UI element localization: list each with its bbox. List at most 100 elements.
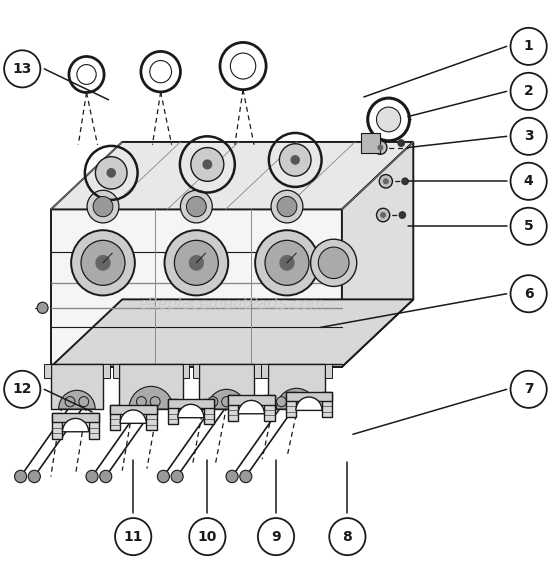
Wedge shape: [208, 389, 246, 409]
Polygon shape: [119, 364, 183, 409]
Polygon shape: [285, 392, 296, 417]
Circle shape: [511, 28, 547, 65]
Text: 2: 2: [524, 84, 534, 98]
Circle shape: [150, 60, 172, 83]
Circle shape: [4, 50, 40, 88]
Circle shape: [28, 470, 40, 483]
Wedge shape: [277, 388, 317, 409]
Polygon shape: [167, 399, 178, 424]
Polygon shape: [228, 396, 238, 420]
Wedge shape: [178, 405, 204, 418]
Circle shape: [277, 197, 297, 217]
Polygon shape: [52, 413, 99, 423]
Circle shape: [399, 211, 406, 219]
Polygon shape: [110, 405, 157, 414]
Circle shape: [181, 190, 213, 223]
Circle shape: [511, 208, 547, 245]
Circle shape: [374, 141, 387, 154]
Circle shape: [189, 255, 204, 271]
Circle shape: [279, 255, 295, 271]
Circle shape: [100, 470, 112, 483]
Circle shape: [511, 275, 547, 312]
Circle shape: [4, 371, 40, 408]
Circle shape: [378, 145, 383, 151]
Circle shape: [255, 230, 319, 295]
Circle shape: [511, 118, 547, 155]
Text: 10: 10: [198, 529, 217, 544]
Polygon shape: [228, 396, 275, 405]
Circle shape: [107, 168, 116, 178]
Circle shape: [226, 470, 238, 483]
Polygon shape: [89, 413, 99, 438]
Text: 7: 7: [524, 383, 533, 396]
Circle shape: [311, 239, 357, 286]
Circle shape: [95, 255, 111, 271]
Text: 5: 5: [524, 219, 534, 233]
Circle shape: [319, 247, 349, 279]
Circle shape: [150, 397, 160, 407]
Circle shape: [376, 107, 401, 132]
Polygon shape: [52, 413, 62, 438]
Polygon shape: [113, 364, 119, 378]
Circle shape: [401, 177, 409, 185]
Circle shape: [265, 240, 309, 285]
Circle shape: [174, 240, 219, 285]
Polygon shape: [254, 364, 261, 378]
Polygon shape: [322, 392, 332, 417]
Polygon shape: [110, 405, 120, 430]
Circle shape: [279, 144, 311, 176]
Circle shape: [191, 147, 224, 181]
Polygon shape: [285, 392, 332, 401]
Circle shape: [511, 73, 547, 110]
Text: 12: 12: [13, 383, 32, 396]
Polygon shape: [204, 399, 214, 424]
Text: 4: 4: [524, 174, 534, 188]
Circle shape: [65, 397, 75, 407]
Circle shape: [230, 53, 256, 79]
Circle shape: [79, 397, 89, 407]
Polygon shape: [360, 133, 380, 153]
Polygon shape: [268, 364, 326, 409]
Wedge shape: [59, 390, 95, 409]
Polygon shape: [199, 364, 254, 409]
Text: 3: 3: [524, 129, 533, 144]
Circle shape: [136, 397, 146, 407]
Circle shape: [290, 397, 300, 407]
Text: 1: 1: [524, 40, 534, 53]
Circle shape: [330, 518, 365, 555]
Wedge shape: [296, 397, 322, 410]
Polygon shape: [167, 399, 214, 408]
Circle shape: [93, 197, 113, 217]
Circle shape: [240, 470, 252, 483]
Polygon shape: [342, 142, 413, 367]
Circle shape: [171, 470, 183, 483]
Circle shape: [71, 230, 135, 295]
Circle shape: [81, 240, 125, 285]
Circle shape: [511, 371, 547, 408]
Polygon shape: [146, 405, 157, 430]
Text: 8: 8: [343, 529, 352, 544]
Text: 13: 13: [13, 62, 32, 76]
Circle shape: [95, 157, 127, 189]
Circle shape: [511, 163, 547, 200]
Wedge shape: [238, 401, 264, 414]
Wedge shape: [120, 410, 146, 423]
Circle shape: [203, 159, 213, 170]
Circle shape: [77, 64, 96, 84]
Circle shape: [86, 470, 98, 483]
Polygon shape: [261, 364, 268, 378]
Circle shape: [290, 155, 300, 165]
Circle shape: [87, 190, 119, 223]
Circle shape: [37, 302, 48, 314]
Circle shape: [221, 397, 231, 407]
Circle shape: [115, 518, 151, 555]
Polygon shape: [264, 396, 275, 420]
Polygon shape: [44, 364, 51, 378]
Polygon shape: [183, 364, 189, 378]
Polygon shape: [193, 364, 199, 378]
Text: 6: 6: [524, 287, 533, 301]
Polygon shape: [51, 299, 413, 367]
Polygon shape: [51, 364, 103, 409]
Polygon shape: [51, 210, 342, 367]
Polygon shape: [326, 364, 332, 378]
